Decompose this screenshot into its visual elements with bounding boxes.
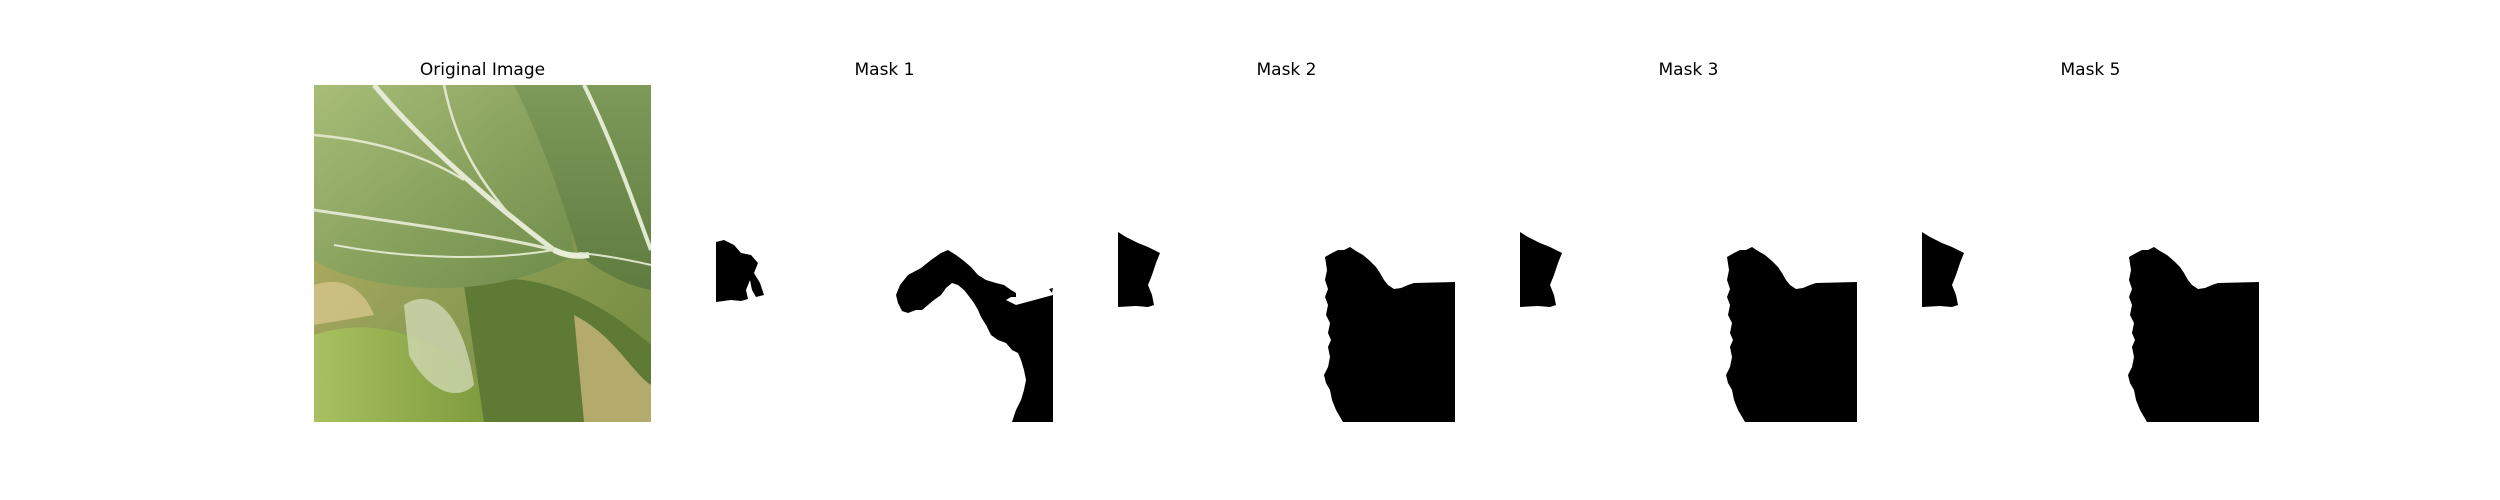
mask-3-region-right (1726, 247, 1857, 422)
mask-3-title: Mask 3 (1658, 60, 1719, 80)
mask-1-region-left (716, 240, 764, 302)
mask-1-region-right (896, 250, 1053, 422)
original-image-title: Original Image (419, 60, 546, 80)
mask-1-image (716, 240, 1053, 422)
mask-5-region-right (2128, 247, 2259, 422)
original-image-panel (314, 85, 651, 422)
mask-5-region-left (1922, 232, 1964, 307)
mask-1-panel (716, 85, 1053, 422)
mask-1-speck (1049, 288, 1053, 293)
mask-3-image (1520, 232, 1857, 422)
mask-3-region-left (1520, 232, 1562, 307)
mask-2-title: Mask 2 (1256, 60, 1317, 80)
mask-3-panel (1520, 85, 1857, 422)
mask-2-region-right (1324, 247, 1455, 422)
leaf-photo (314, 85, 651, 422)
mask-5-image (1922, 232, 2259, 422)
mask-5-title: Mask 5 (2060, 60, 2121, 80)
mask-5-panel (1922, 85, 2259, 422)
mask-1-title: Mask 1 (854, 60, 915, 80)
mask-2-image (1118, 232, 1455, 422)
mask-2-panel (1118, 85, 1455, 422)
mask-2-region-left (1118, 232, 1160, 307)
